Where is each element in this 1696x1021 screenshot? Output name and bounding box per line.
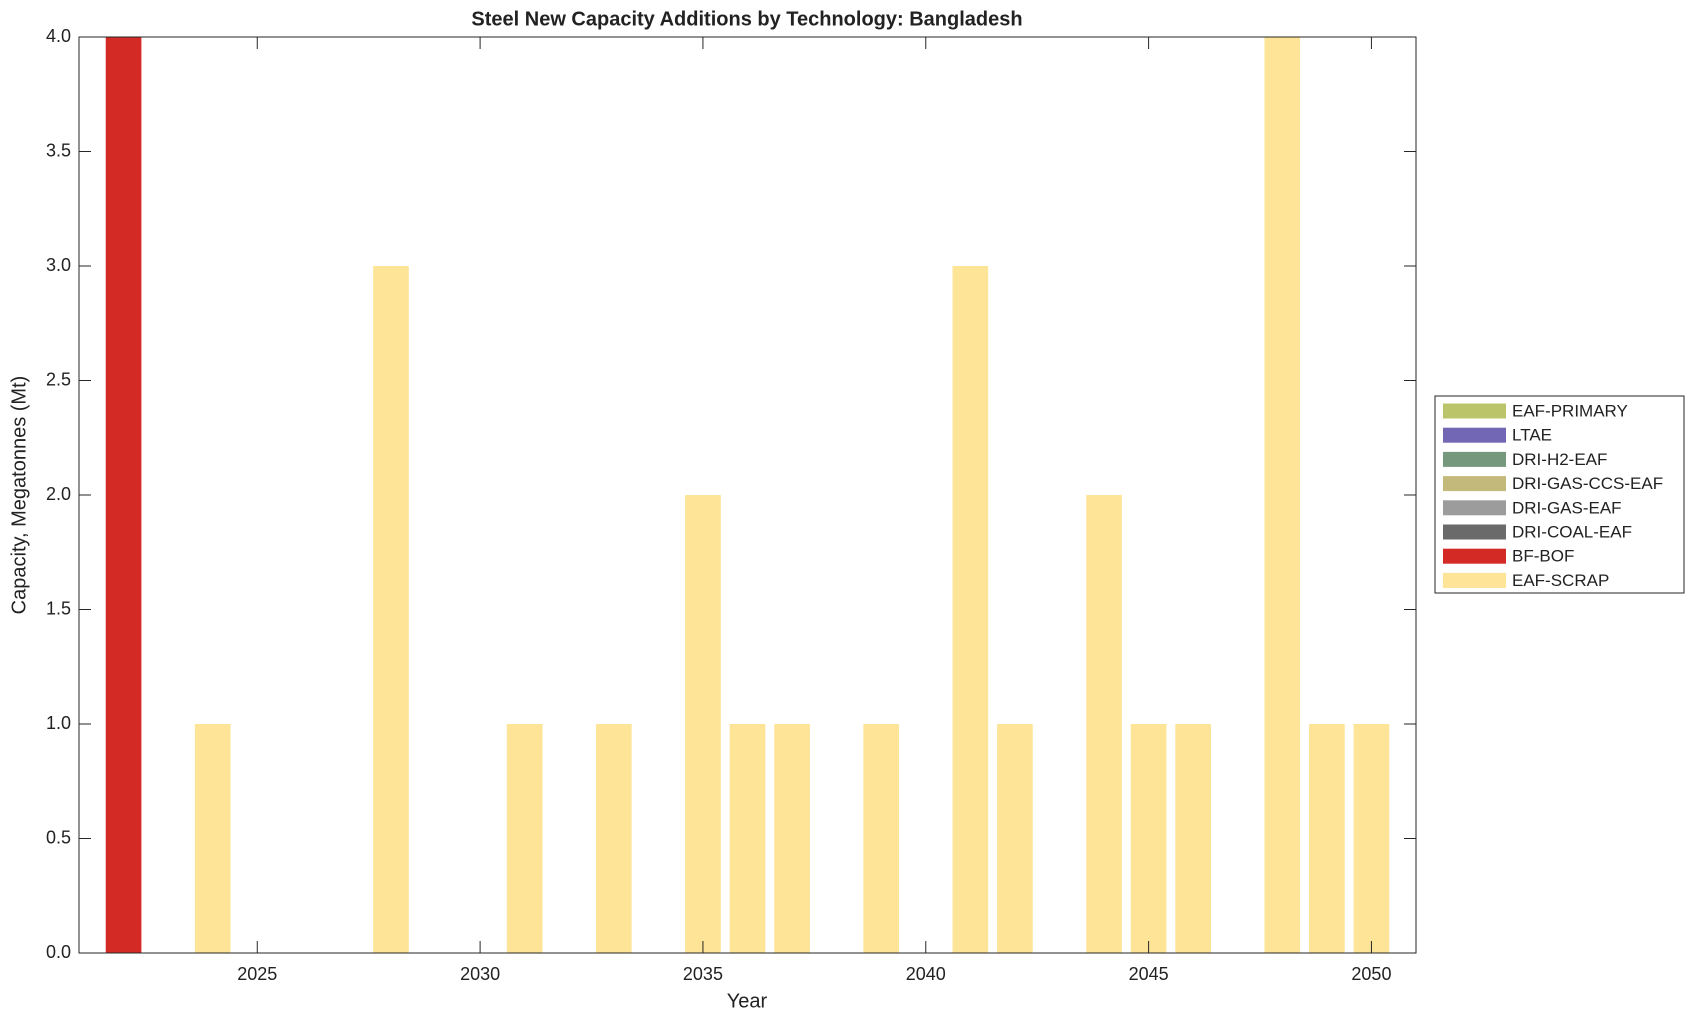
- y-tick-label: 3.0: [46, 255, 71, 275]
- bar: [373, 266, 409, 953]
- legend-label: EAF-SCRAP: [1512, 571, 1609, 590]
- bar: [997, 724, 1033, 953]
- legend-swatch: [1443, 451, 1506, 467]
- legend-label: BF-BOF: [1512, 547, 1574, 566]
- y-tick-label: 2.0: [46, 484, 71, 504]
- x-tick-label: 2035: [683, 964, 723, 984]
- x-tick-label: 2030: [460, 964, 500, 984]
- chart-title: Steel New Capacity Additions by Technolo…: [471, 8, 1022, 30]
- legend-swatch: [1443, 427, 1506, 443]
- bar: [105, 37, 142, 953]
- bar: [1130, 724, 1167, 953]
- legend-label: DRI-GAS-CCS-EAF: [1512, 474, 1663, 493]
- x-tick-label: 2025: [237, 964, 277, 984]
- legend-swatch: [1443, 500, 1506, 516]
- bar: [595, 724, 632, 953]
- bar: [1086, 495, 1122, 953]
- y-tick-label: 2.5: [46, 369, 71, 389]
- y-tick-label: 4.0: [46, 26, 71, 46]
- legend-swatch: [1443, 403, 1506, 419]
- legend-label: LTAE: [1512, 426, 1552, 445]
- bar: [1353, 724, 1390, 953]
- y-tick-label: 1.0: [46, 713, 71, 733]
- bar: [952, 266, 989, 953]
- legend-label: EAF-PRIMARY: [1512, 401, 1628, 420]
- bar: [1309, 724, 1345, 953]
- y-tick-label: 0.5: [46, 827, 71, 847]
- legend-swatch: [1443, 524, 1506, 540]
- x-tick-label: 2045: [1129, 964, 1169, 984]
- bar: [729, 724, 766, 953]
- bar: [1264, 37, 1301, 953]
- bar: [1175, 724, 1211, 953]
- legend-swatch: [1443, 476, 1506, 492]
- bar: [863, 724, 900, 953]
- bar: [194, 724, 231, 953]
- bar: [685, 495, 721, 953]
- x-tick-label: 2050: [1351, 964, 1391, 984]
- x-axis-label: Year: [727, 990, 768, 1012]
- legend-label: DRI-H2-EAF: [1512, 450, 1607, 469]
- legend-label: DRI-COAL-EAF: [1512, 522, 1632, 541]
- bar: [506, 724, 543, 953]
- bar: [774, 724, 810, 953]
- y-tick-label: 0.0: [46, 942, 71, 962]
- y-tick-label: 1.5: [46, 598, 71, 618]
- legend-swatch: [1443, 572, 1506, 588]
- y-axis-label: Capacity, Megatonnes (Mt): [8, 376, 30, 615]
- legend-label: DRI-GAS-EAF: [1512, 498, 1622, 517]
- x-tick-label: 2040: [906, 964, 946, 984]
- legend-swatch: [1443, 548, 1506, 564]
- y-tick-label: 3.5: [46, 140, 71, 160]
